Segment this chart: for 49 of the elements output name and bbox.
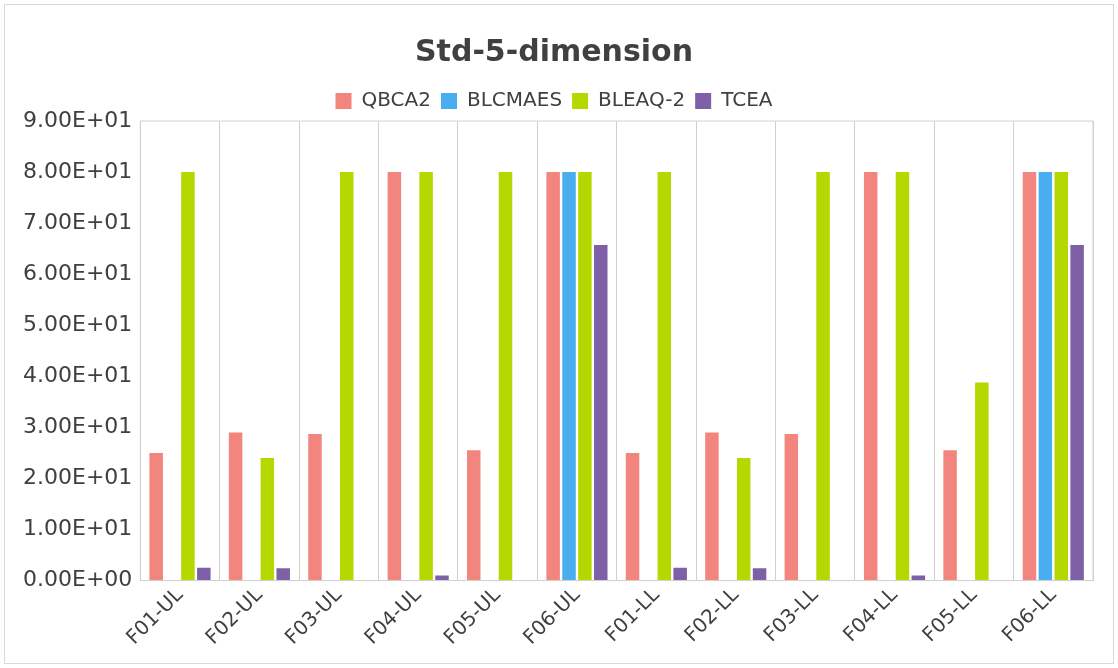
bar <box>943 450 957 581</box>
bar <box>435 575 449 581</box>
bar <box>260 458 275 581</box>
bar <box>308 434 322 581</box>
legend-label: BLEAQ-2 <box>598 87 686 112</box>
bar <box>197 567 211 581</box>
chart-title: Std-5-dimension <box>414 32 694 68</box>
bar <box>1054 172 1068 581</box>
bar <box>816 172 830 581</box>
bar <box>578 172 592 581</box>
bar <box>1070 245 1084 581</box>
bar <box>387 172 402 581</box>
bar <box>673 567 687 581</box>
bar <box>498 172 513 581</box>
y-tick-label: 3.00E+01 <box>23 413 133 439</box>
bar <box>657 172 672 581</box>
legend-label: TCEA <box>720 87 773 112</box>
bar <box>419 172 433 581</box>
bar <box>705 432 719 581</box>
y-tick-label: 4.00E+01 <box>23 362 133 388</box>
bar <box>1022 172 1037 581</box>
bar <box>911 575 926 581</box>
bar <box>784 434 799 581</box>
bar <box>975 382 989 581</box>
bar <box>276 568 290 581</box>
bar <box>752 568 767 581</box>
y-tick-label: 5.00E+01 <box>23 310 133 336</box>
bar <box>228 432 243 581</box>
y-tick-label: 0.00E+00 <box>23 566 133 592</box>
bar <box>895 172 910 581</box>
y-tick-label: 7.00E+01 <box>23 208 133 234</box>
bar <box>562 172 576 581</box>
bar <box>149 452 163 581</box>
y-tick-label: 1.00E+01 <box>23 515 133 541</box>
legend-label: BLCMAES <box>466 87 563 112</box>
bar <box>594 245 608 581</box>
bar <box>1038 172 1053 581</box>
bar <box>736 458 751 581</box>
bar <box>546 172 560 581</box>
y-tick-label: 2.00E+01 <box>23 464 133 490</box>
y-tick-label: 8.00E+01 <box>23 157 133 183</box>
bar <box>339 172 354 581</box>
y-tick-label: 6.00E+01 <box>23 259 133 285</box>
bar <box>181 172 195 581</box>
bar <box>625 452 640 581</box>
bar <box>467 450 481 581</box>
y-tick-label: 9.00E+01 <box>23 106 133 132</box>
legend-label: QBCA2 <box>361 87 431 112</box>
bar <box>863 172 878 581</box>
